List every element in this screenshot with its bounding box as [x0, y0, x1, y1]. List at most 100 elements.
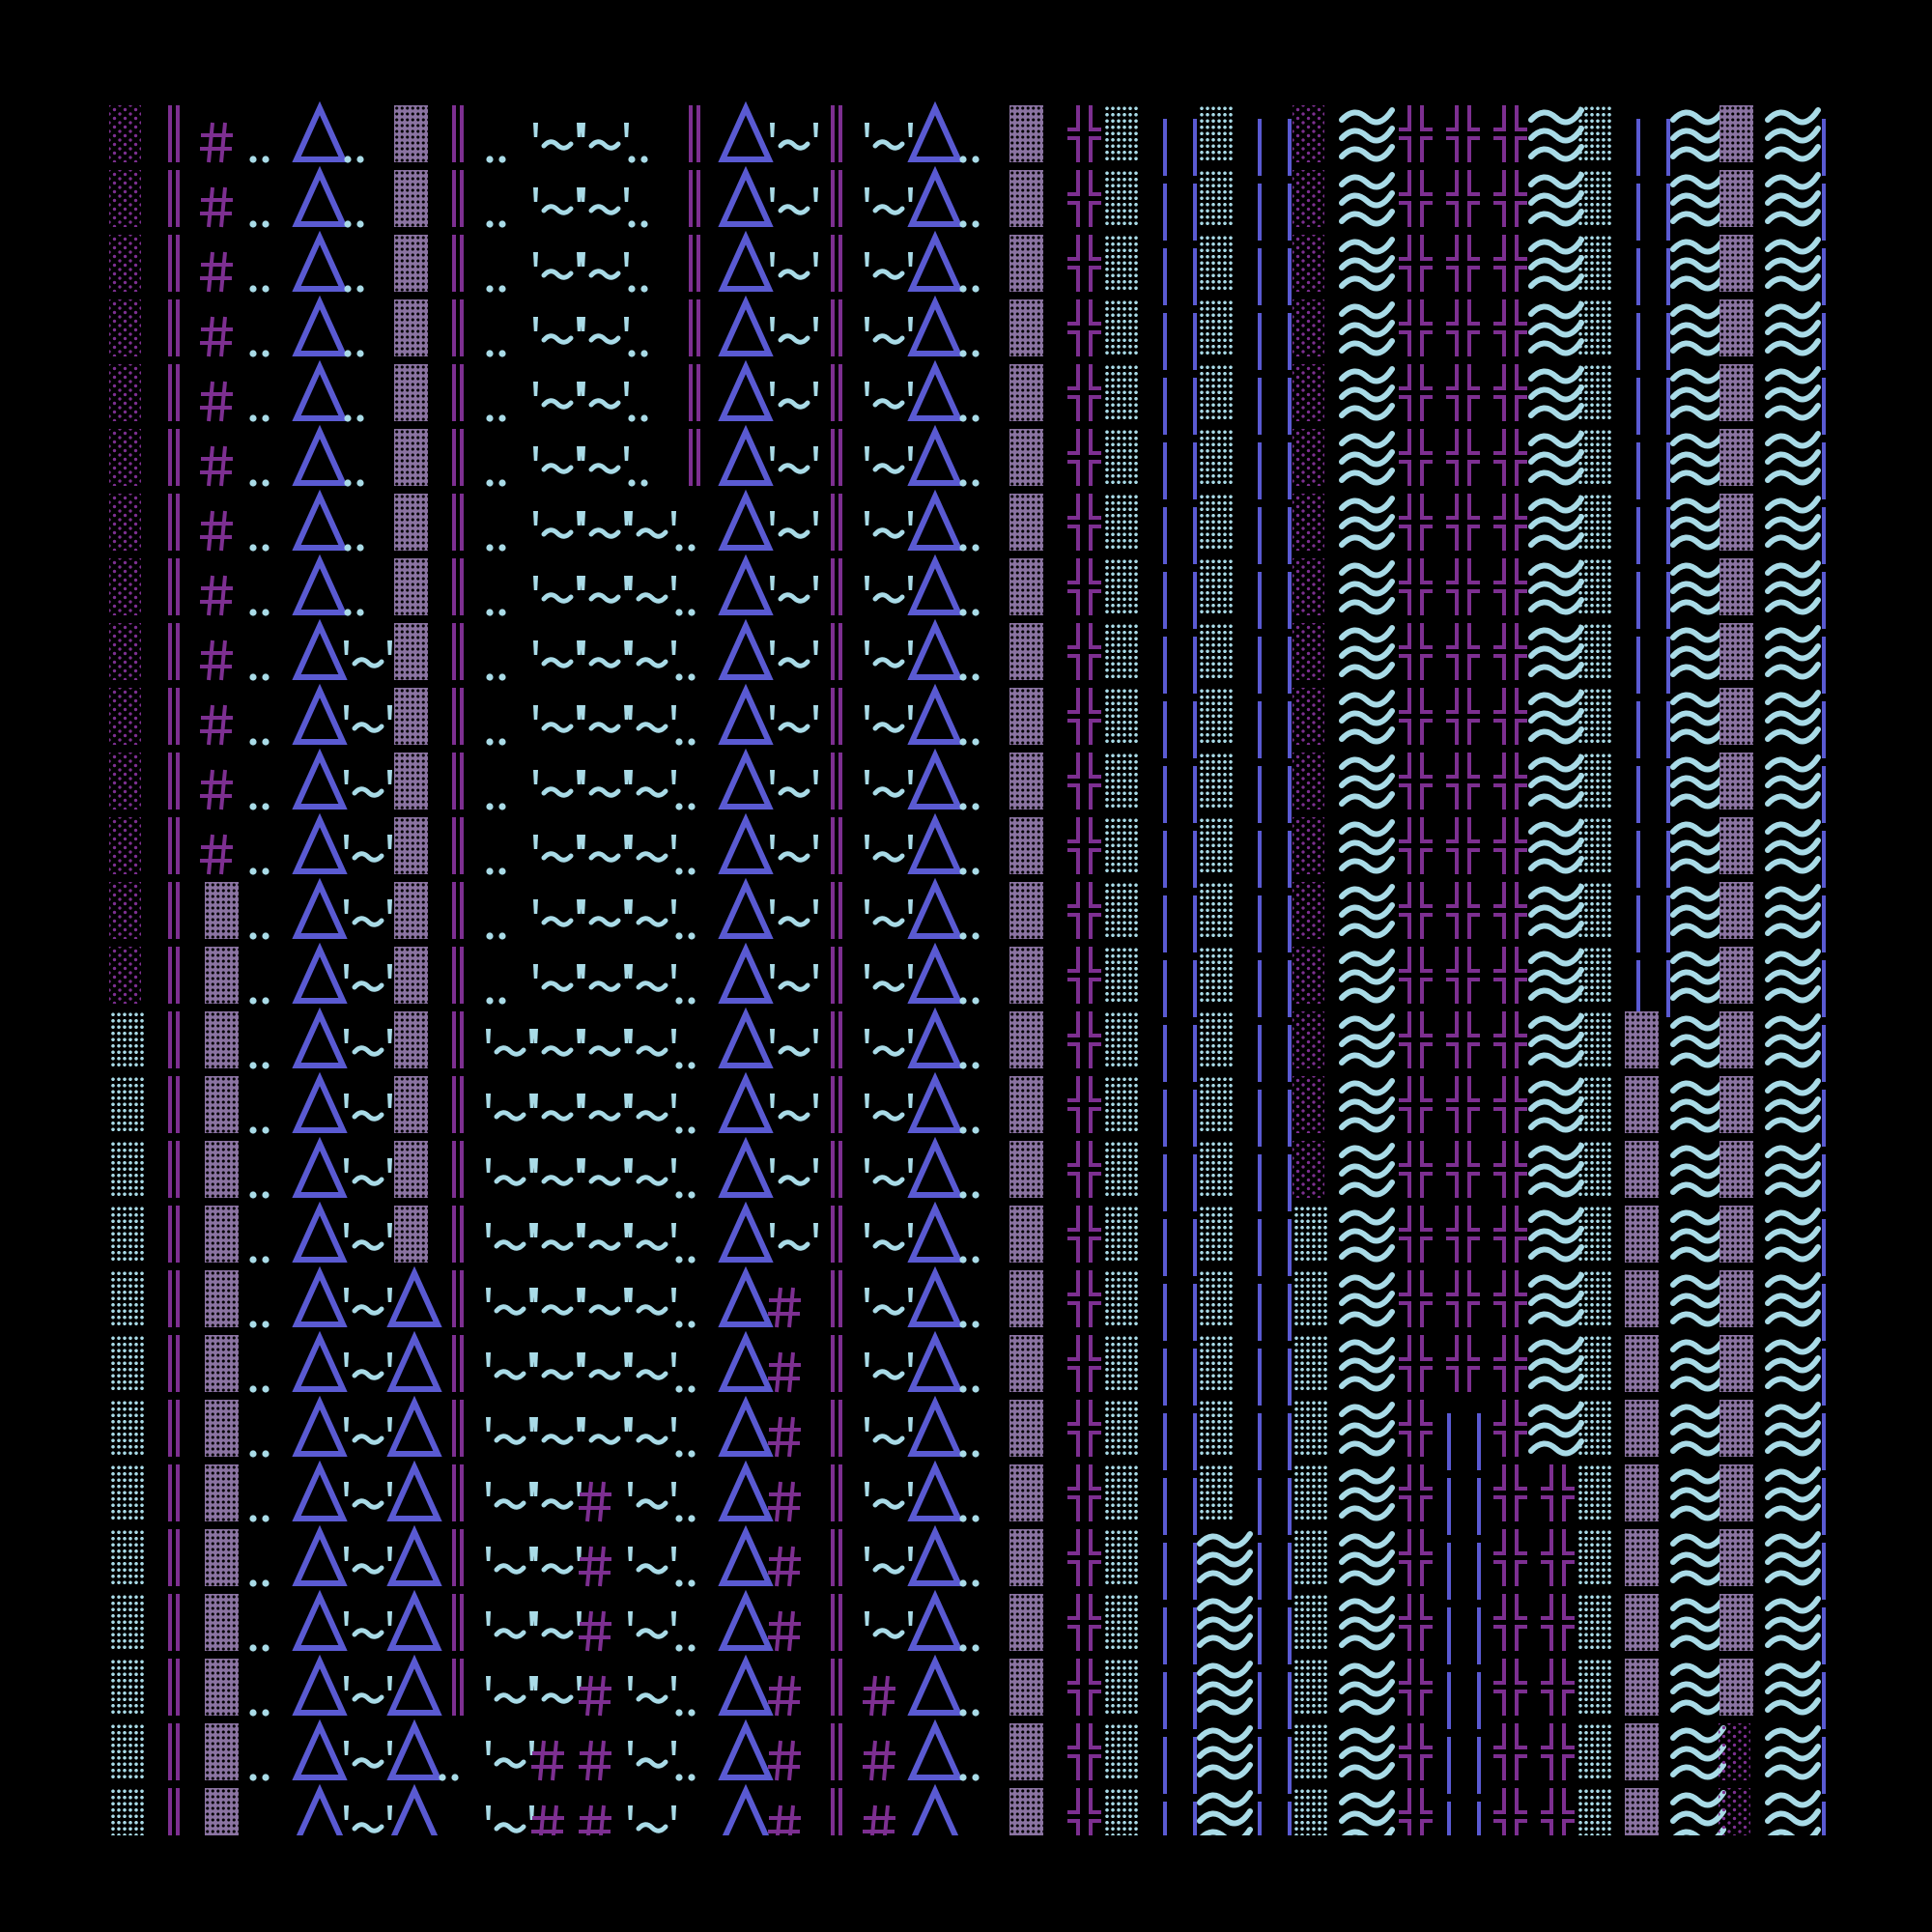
dark-shade-glyph: [1625, 1076, 1659, 1133]
cross-glyph: [1399, 364, 1433, 421]
glyph-stroke: [1193, 1478, 1197, 1535]
dots-icon: [675, 544, 696, 552]
tilde-tile-glyph: [581, 235, 629, 292]
tilde-tile-glyph: [865, 1400, 913, 1457]
pipe-glyph: [1811, 1529, 1835, 1600]
wave-icon: [1339, 884, 1395, 939]
two-dot-glyph: [959, 1448, 982, 1460]
glyph-stroke: [1288, 119, 1292, 176]
cross-glyph: [1399, 1270, 1433, 1327]
medium-shade-glyph: [1577, 947, 1611, 1004]
tilde-tile-glyph: [770, 1011, 818, 1068]
dark-shade-glyph: [1009, 1464, 1043, 1521]
double-bar-glyph: [155, 1076, 202, 1133]
wave-icon: [1765, 1531, 1821, 1586]
two-dot-glyph: [675, 671, 698, 683]
wave-icon: [1528, 1208, 1584, 1263]
glyph-stroke: [452, 753, 456, 810]
two-dot-glyph: [675, 801, 698, 812]
glyph-stroke: [460, 1141, 464, 1198]
glyph-stroke: [168, 364, 172, 421]
wave-icon: [1670, 1208, 1726, 1263]
quote-tilde-icon: [770, 382, 818, 410]
delta-icon: [907, 554, 963, 615]
dots-icon: [344, 479, 364, 487]
double-bar-glyph: [155, 882, 202, 939]
triple-wave-glyph: [1765, 1723, 1821, 1780]
tilde-tile-glyph: [770, 299, 818, 356]
pipe-pair-glyph: [1622, 105, 1670, 176]
tilde-tile-glyph: [344, 1076, 392, 1133]
box-cross-icon: [1399, 1141, 1433, 1198]
medium-shade-glyph: [1577, 753, 1611, 810]
glyph-stroke: [1666, 184, 1670, 241]
triple-wave-glyph: [1339, 1529, 1395, 1586]
hash-glyph: [578, 1804, 612, 1835]
hash-icon: [200, 316, 233, 357]
delta-icon: [907, 1330, 963, 1392]
box-cross-icon: [1493, 1206, 1527, 1263]
glyph-stroke: [831, 1529, 835, 1586]
glyph-stroke: [168, 1270, 172, 1327]
glyph-stroke: [460, 1270, 464, 1327]
box-cross-icon: [1493, 558, 1527, 615]
double-bar-glyph: [439, 170, 486, 227]
double-bar-glyph: [155, 947, 202, 1004]
double-bar-glyph: [675, 299, 723, 356]
tilde-tile-glyph: [581, 105, 629, 162]
triple-wave-glyph: [1670, 1076, 1726, 1133]
dark-shade-glyph: [394, 1206, 428, 1263]
double-bar-glyph: [817, 1011, 865, 1068]
delta-icon: [718, 1719, 774, 1780]
box-cross-icon: [1493, 1270, 1527, 1327]
wave-icon: [1670, 884, 1726, 939]
glyph-stroke: [696, 299, 700, 356]
tilde-tile-glyph: [628, 1270, 676, 1327]
quote-tilde-icon: [865, 1547, 913, 1575]
cross-glyph: [1493, 623, 1527, 680]
wave-icon: [1339, 1790, 1395, 1835]
box-cross-icon: [1446, 753, 1480, 810]
glyph-stroke: [1288, 1284, 1292, 1341]
glyph-stroke: [1636, 378, 1640, 435]
two-dot-glyph: [675, 1319, 698, 1330]
two-dot-glyph: [675, 1513, 698, 1524]
glyph-stroke: [1193, 119, 1197, 176]
glyph-stroke: [1193, 1284, 1197, 1341]
cross-glyph: [1446, 1141, 1480, 1198]
quote-tilde-icon: [865, 1352, 913, 1380]
delta-icon: [718, 1654, 774, 1716]
medium-shade-glyph: [1577, 1723, 1611, 1780]
dots-icon: [249, 350, 270, 357]
box-cross-icon: [1067, 1529, 1101, 1586]
glyph-stroke: [1477, 1802, 1481, 1835]
dark-shade-glyph: [1719, 1659, 1753, 1716]
delta-glyph: [292, 1719, 348, 1780]
two-dot-glyph: [959, 1060, 982, 1071]
tilde-tile-glyph: [533, 1400, 582, 1457]
glyph-stroke: [1163, 637, 1167, 694]
pipe-pair-glyph: [1243, 1011, 1292, 1082]
cross-glyph: [1446, 817, 1480, 874]
pipe-pair-glyph: [1243, 364, 1292, 435]
double-bar-glyph: [155, 688, 202, 745]
cross-glyph: [1067, 688, 1101, 745]
medium-shade-glyph: [110, 1141, 144, 1198]
tilde-tile-glyph: [486, 1723, 534, 1780]
wave-icon: [1339, 1208, 1395, 1263]
glyph-stroke: [1288, 378, 1292, 435]
quote-tilde-icon: [770, 252, 818, 280]
delta-glyph: [718, 100, 774, 162]
glyph-stroke: [168, 1529, 172, 1586]
glyph-stroke: [1193, 572, 1197, 629]
tilde-tile-glyph: [533, 947, 582, 1004]
delta-icon: [907, 618, 963, 680]
triple-wave-glyph: [1765, 1141, 1821, 1198]
two-dot-glyph: [249, 412, 272, 424]
dots-icon: [675, 1579, 696, 1587]
dots-icon: [249, 1450, 270, 1458]
box-cross-icon: [1446, 1076, 1480, 1133]
light-shade-glyph: [109, 170, 141, 227]
two-dot-glyph: [486, 801, 509, 812]
glyph-stroke: [176, 1076, 180, 1133]
